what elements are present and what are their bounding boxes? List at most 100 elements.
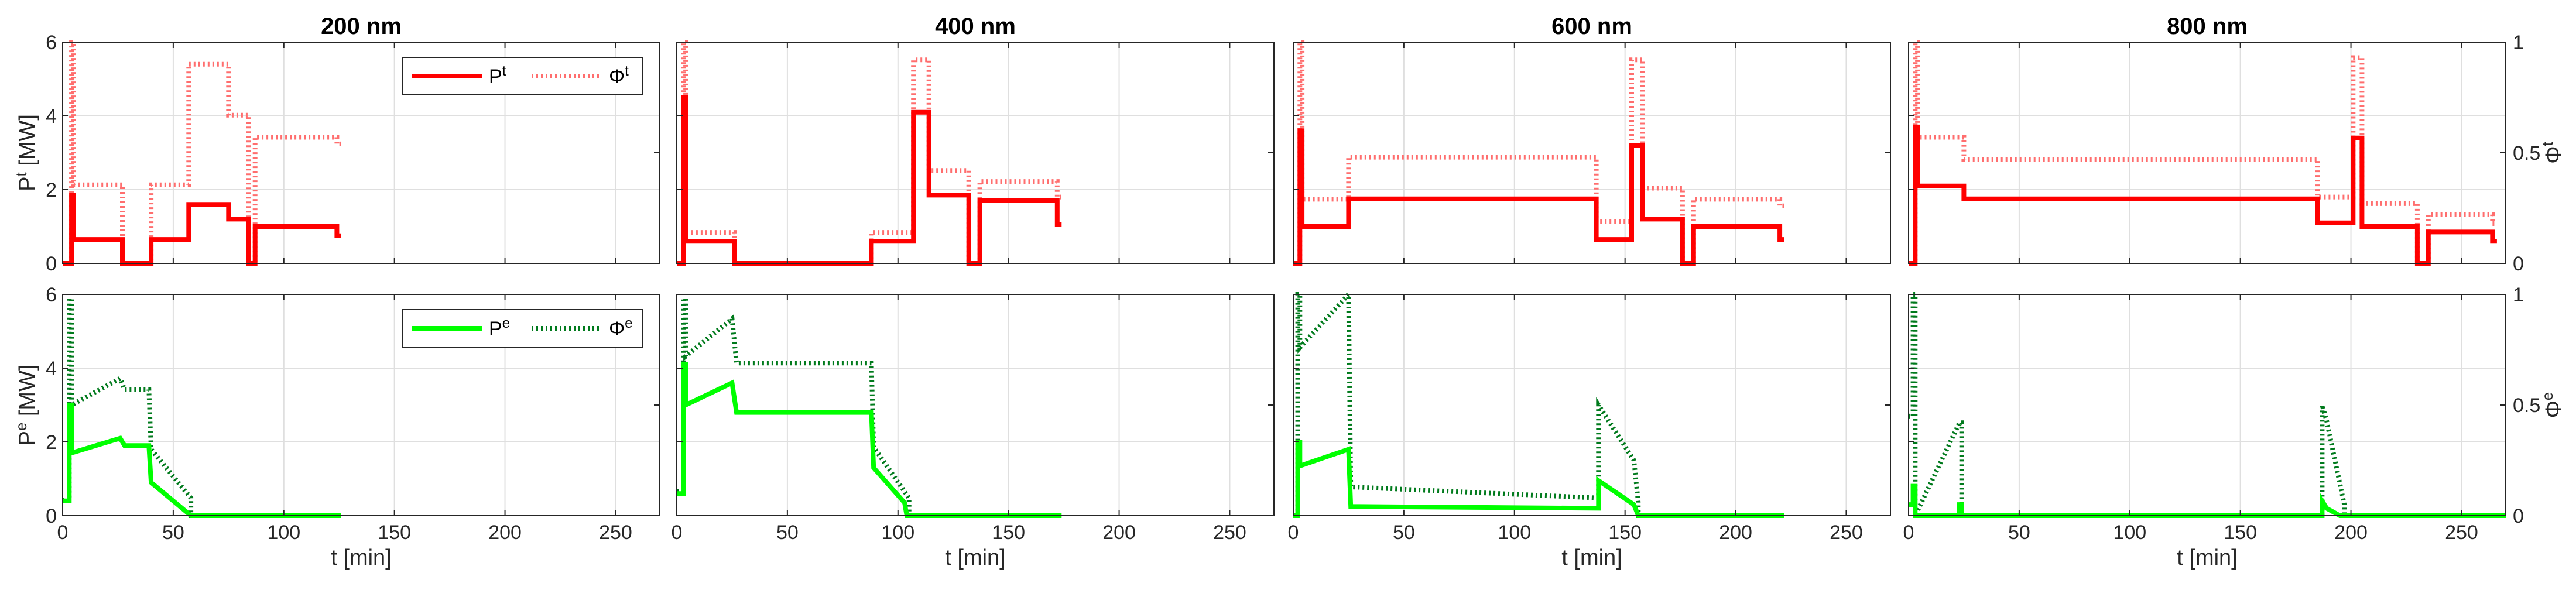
y-tick-label-right: 0.5 (2513, 142, 2540, 164)
series-power-electric (63, 403, 341, 518)
label-base: P (15, 177, 40, 191)
label-base: Φ (2541, 400, 2566, 418)
label-unit: [MW] (15, 114, 40, 172)
legend-label: Φe (609, 315, 633, 340)
label-superscript: e (2539, 392, 2556, 400)
series-phi-electric (63, 296, 341, 518)
plot-area (1293, 42, 1890, 263)
x-tick-label: 0 (57, 522, 68, 544)
x-tick-label: 50 (1393, 522, 1415, 544)
label-superscript: e (12, 423, 30, 431)
y-tick-label-left: 2 (46, 179, 57, 201)
panel-electric-4: 0 0.5 1 Φe 0 50 100 150 200 250 t [min] (1903, 284, 2566, 570)
legend-label-base: P (489, 66, 502, 88)
y-tick-label-left: 2 (46, 431, 57, 454)
x-tick-label: 250 (599, 522, 632, 544)
legend-label: Φt (609, 63, 629, 88)
x-axis-label: t [min] (945, 546, 1005, 570)
y-tick-label-left: 6 (46, 32, 57, 54)
y-tick-label-right: 1 (2513, 284, 2524, 306)
legend-label-base: Φ (609, 318, 625, 340)
x-tick-label: 150 (2224, 522, 2257, 544)
panel-title: 200 nm (321, 13, 402, 39)
y-tick-label-left: 0 (46, 253, 57, 275)
legend-label-superscript: e (502, 315, 510, 331)
x-tick-label: 100 (267, 522, 300, 544)
legend-label-superscript: e (625, 315, 632, 331)
series-phi-thermal (1909, 40, 2497, 266)
y-axis-label-left: Pe [MW] (12, 364, 40, 445)
legend-label-superscript: t (502, 63, 506, 79)
series-power-electric (677, 362, 1062, 518)
x-axis-label: t [min] (331, 546, 391, 570)
series-power-electric (1293, 440, 1784, 518)
y-tick-label-right: 1 (2513, 32, 2524, 54)
x-tick-label: 150 (992, 522, 1025, 544)
series-power-thermal (63, 193, 341, 266)
x-tick-label: 150 (1608, 522, 1642, 544)
series-power-thermal (1293, 128, 1784, 266)
panel-thermal-4: 0 0.5 1 Φt 800 nm (1908, 13, 2566, 275)
label-unit: [MW] (15, 364, 40, 422)
y-tick-label-right: 0 (2513, 505, 2524, 527)
x-tick-label: 200 (1102, 522, 1136, 544)
legend-label-superscript: t (625, 63, 629, 79)
y-axis-label-right: Φe (2539, 392, 2566, 419)
x-axis-label: t [min] (1561, 546, 1622, 570)
x-tick-label: 200 (1719, 522, 1752, 544)
plot-area (1909, 294, 2506, 516)
label-base: Φ (2541, 146, 2566, 163)
y-tick-label-right: 0.5 (2513, 395, 2540, 417)
legend-label: Pt (489, 63, 506, 88)
legend: Pe Φe (402, 309, 643, 348)
panel-thermal-2: 400 nm (676, 13, 1275, 266)
x-tick-label: 50 (162, 522, 184, 544)
y-tick-label-right: 0 (2513, 253, 2524, 275)
x-tick-label: 0 (672, 522, 683, 544)
y-tick-label-left: 4 (46, 105, 57, 128)
x-tick-label: 100 (2113, 522, 2146, 544)
series-power-thermal (1909, 124, 2497, 266)
label-superscript: t (12, 172, 30, 177)
x-axis-label: t [min] (2177, 546, 2237, 570)
x-tick-label: 150 (378, 522, 411, 544)
series-phi-electric (677, 296, 1062, 518)
plot-area (677, 42, 1274, 263)
x-tick-label: 0 (1288, 522, 1299, 544)
y-axis-label-right: Φt (2539, 141, 2566, 163)
series-phi-thermal (63, 40, 341, 266)
panel-title: 600 nm (1551, 13, 1632, 39)
x-tick-label: 100 (881, 522, 914, 544)
series-phi-thermal (1293, 40, 1784, 266)
x-tick-label: 250 (2445, 522, 2478, 544)
x-tick-label: 250 (1213, 522, 1246, 544)
x-tick-label: 50 (2008, 522, 2030, 544)
y-tick-label-left: 6 (46, 284, 57, 306)
plot-area (677, 294, 1274, 516)
panel-electric-2: 0 50 100 150 200 250 t [min] (672, 294, 1275, 570)
legend: Pt Φt (402, 57, 643, 95)
y-tick-label-left: 4 (46, 358, 57, 380)
legend-label-base: P (489, 318, 502, 340)
series-power-electric (1909, 483, 2506, 518)
series-power-thermal (677, 95, 1062, 266)
panel-thermal-3: 600 nm (1293, 13, 1891, 266)
plot-area (1293, 294, 1890, 516)
x-tick-label: 250 (1830, 522, 1863, 544)
x-tick-label: 200 (488, 522, 522, 544)
label-base: P (15, 431, 40, 445)
panel-electric-3: 0 50 100 150 200 250 t [min] (1288, 288, 1891, 570)
legend-label-base: Φ (609, 66, 625, 88)
x-tick-label: 100 (1498, 522, 1531, 544)
y-axis-label-left: Pt [MW] (12, 114, 40, 191)
x-tick-label: 50 (776, 522, 799, 544)
label-superscript: t (2539, 141, 2556, 146)
panel-title: 400 nm (935, 13, 1016, 39)
x-tick-label: 200 (2334, 522, 2368, 544)
x-tick-label: 0 (1903, 522, 1914, 544)
legend-label: Pe (489, 315, 510, 340)
y-tick-label-left: 0 (46, 505, 57, 527)
